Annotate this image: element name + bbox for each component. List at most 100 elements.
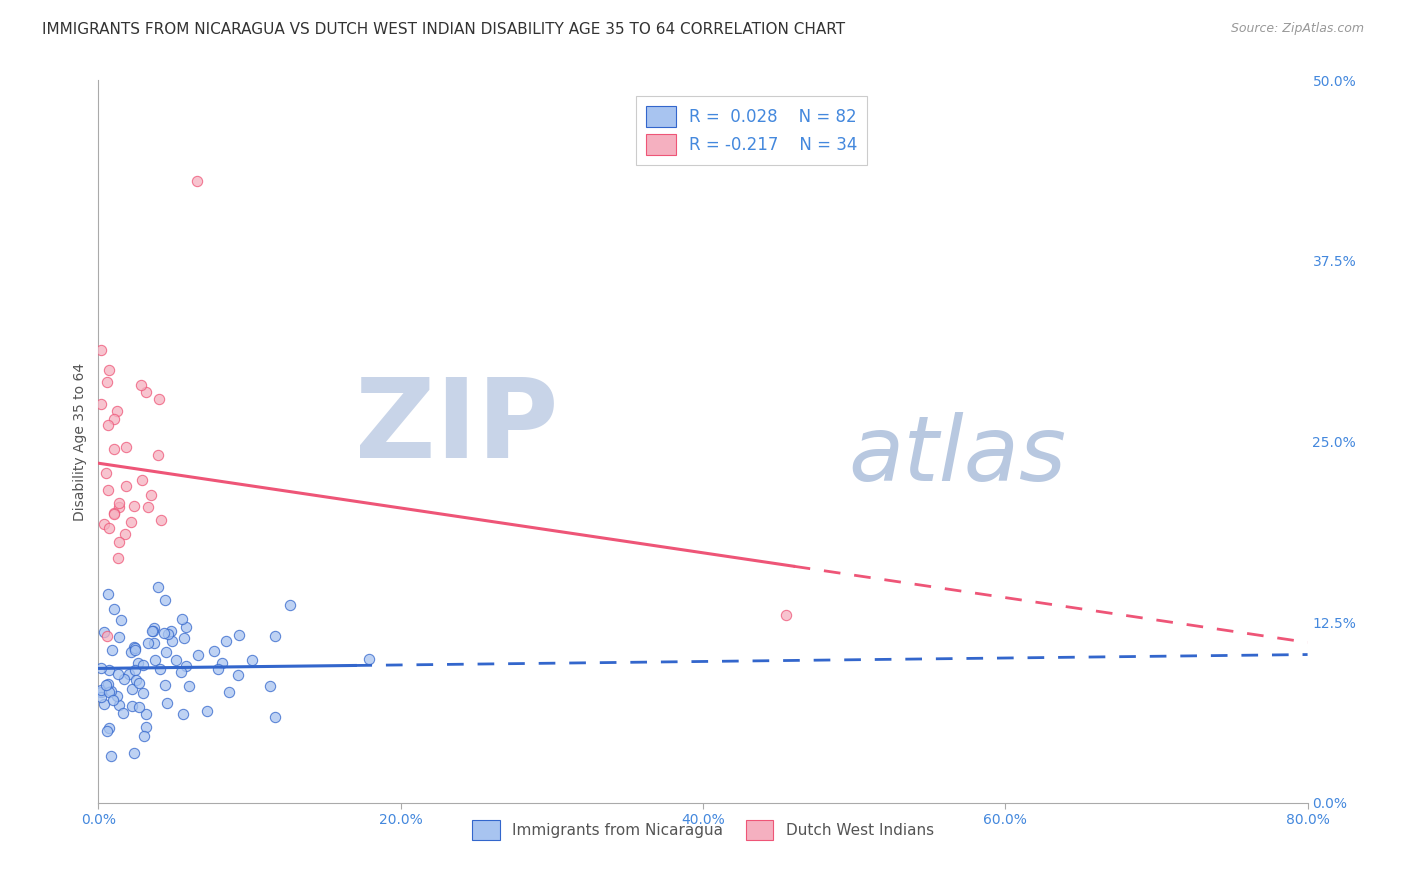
Point [131,473,153,487]
Point [114,526,136,541]
Point [139,488,162,502]
Point [775,607,797,622]
Point [132,657,155,672]
Point [105,404,128,418]
Point [108,496,131,510]
Point [131,378,153,392]
Point [97,521,120,535]
Point [96,375,118,389]
Point [121,681,143,696]
Point [122,747,145,761]
Point [100,748,122,763]
Point [97,483,120,498]
Point [96,723,118,738]
Point [103,602,125,616]
Point [90,397,112,411]
Point [195,704,218,718]
Point [211,657,233,671]
Point [149,513,172,527]
Point [156,627,179,641]
Point [135,707,157,722]
Point [103,442,125,457]
Point [107,551,129,566]
Point [142,624,165,638]
Point [124,673,146,687]
Point [103,693,125,707]
Point [207,662,229,676]
Point [128,700,150,714]
Point [132,686,155,700]
Point [93,517,115,532]
Legend: Immigrants from Nicaragua, Dutch West Indians: Immigrants from Nicaragua, Dutch West In… [467,814,939,846]
Point [94,678,117,692]
Point [115,440,138,454]
Point [124,640,146,655]
Point [172,707,194,722]
Point [124,642,146,657]
Point [173,632,195,646]
Point [186,174,208,188]
Point [107,667,129,681]
Point [107,500,129,515]
Point [148,392,170,406]
Point [90,690,112,705]
Point [122,640,145,654]
Point [226,667,249,681]
Point [108,535,131,549]
Point [124,663,146,677]
Point [143,635,166,649]
Point [177,679,200,693]
Point [146,448,169,462]
Point [98,685,121,699]
Point [97,363,120,377]
Point [97,721,120,735]
Point [143,653,166,667]
Point [108,630,131,644]
Point [121,699,143,714]
Point [105,689,128,703]
Point [90,343,112,357]
Point [228,628,250,642]
Point [240,653,263,667]
Point [128,676,150,690]
Point [259,679,281,693]
Point [118,666,141,681]
Point [101,643,124,657]
Point [94,466,117,480]
Point [90,683,112,698]
Point [165,653,187,667]
Point [90,661,112,675]
Point [103,508,125,522]
Point [170,611,193,625]
Point [93,625,115,640]
Point [96,629,118,643]
Point [160,634,183,648]
Point [215,634,238,648]
Point [100,684,122,698]
Point [155,592,177,607]
Point [136,500,159,515]
Point [120,644,142,658]
Text: atlas: atlas [848,412,1066,500]
Text: ZIP: ZIP [354,374,558,481]
Point [110,613,132,627]
Point [135,720,157,734]
Point [115,479,138,493]
Point [98,663,121,677]
Point [218,685,240,699]
Point [90,685,112,699]
Point [93,697,115,711]
Point [97,587,120,601]
Point [97,417,120,432]
Point [135,384,157,399]
Point [148,580,170,594]
Text: Source: ZipAtlas.com: Source: ZipAtlas.com [1230,22,1364,36]
Point [143,621,166,635]
Point [124,499,146,513]
Point [264,710,287,724]
Point [132,729,155,743]
Point [112,706,135,720]
Point [187,648,209,662]
Text: IMMIGRANTS FROM NICARAGUA VS DUTCH WEST INDIAN DISABILITY AGE 35 TO 64 CORRELATI: IMMIGRANTS FROM NICARAGUA VS DUTCH WEST … [42,22,845,37]
Point [170,665,193,680]
